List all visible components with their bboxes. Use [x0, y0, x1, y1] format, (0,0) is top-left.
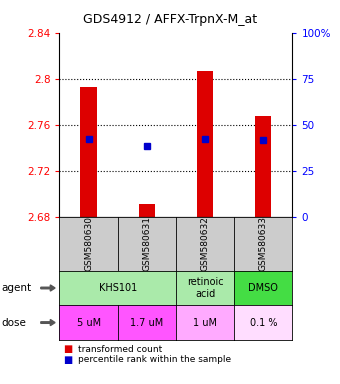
Text: 1 uM: 1 uM [193, 318, 217, 328]
Text: agent: agent [2, 283, 32, 293]
Text: GSM580630: GSM580630 [84, 216, 93, 271]
Text: GSM580632: GSM580632 [201, 217, 209, 271]
Text: 5 uM: 5 uM [76, 318, 101, 328]
Text: DMSO: DMSO [248, 283, 278, 293]
Text: GDS4912 / AFFX-TrpnX-M_at: GDS4912 / AFFX-TrpnX-M_at [83, 13, 257, 26]
Text: ■: ■ [63, 344, 72, 354]
Text: 1.7 uM: 1.7 uM [130, 318, 164, 328]
Text: GSM580631: GSM580631 [142, 216, 151, 271]
Text: ■: ■ [63, 355, 72, 365]
Text: 0.1 %: 0.1 % [250, 318, 277, 328]
Bar [197, 71, 213, 217]
Text: dose: dose [2, 318, 27, 328]
Bar [81, 87, 97, 217]
Bar [255, 116, 271, 217]
Text: transformed count: transformed count [78, 345, 163, 354]
Bar [139, 204, 155, 217]
Text: KHS101: KHS101 [99, 283, 137, 293]
Text: GSM580633: GSM580633 [259, 216, 268, 271]
Text: percentile rank within the sample: percentile rank within the sample [78, 355, 231, 364]
Text: retinoic
acid: retinoic acid [187, 277, 223, 299]
